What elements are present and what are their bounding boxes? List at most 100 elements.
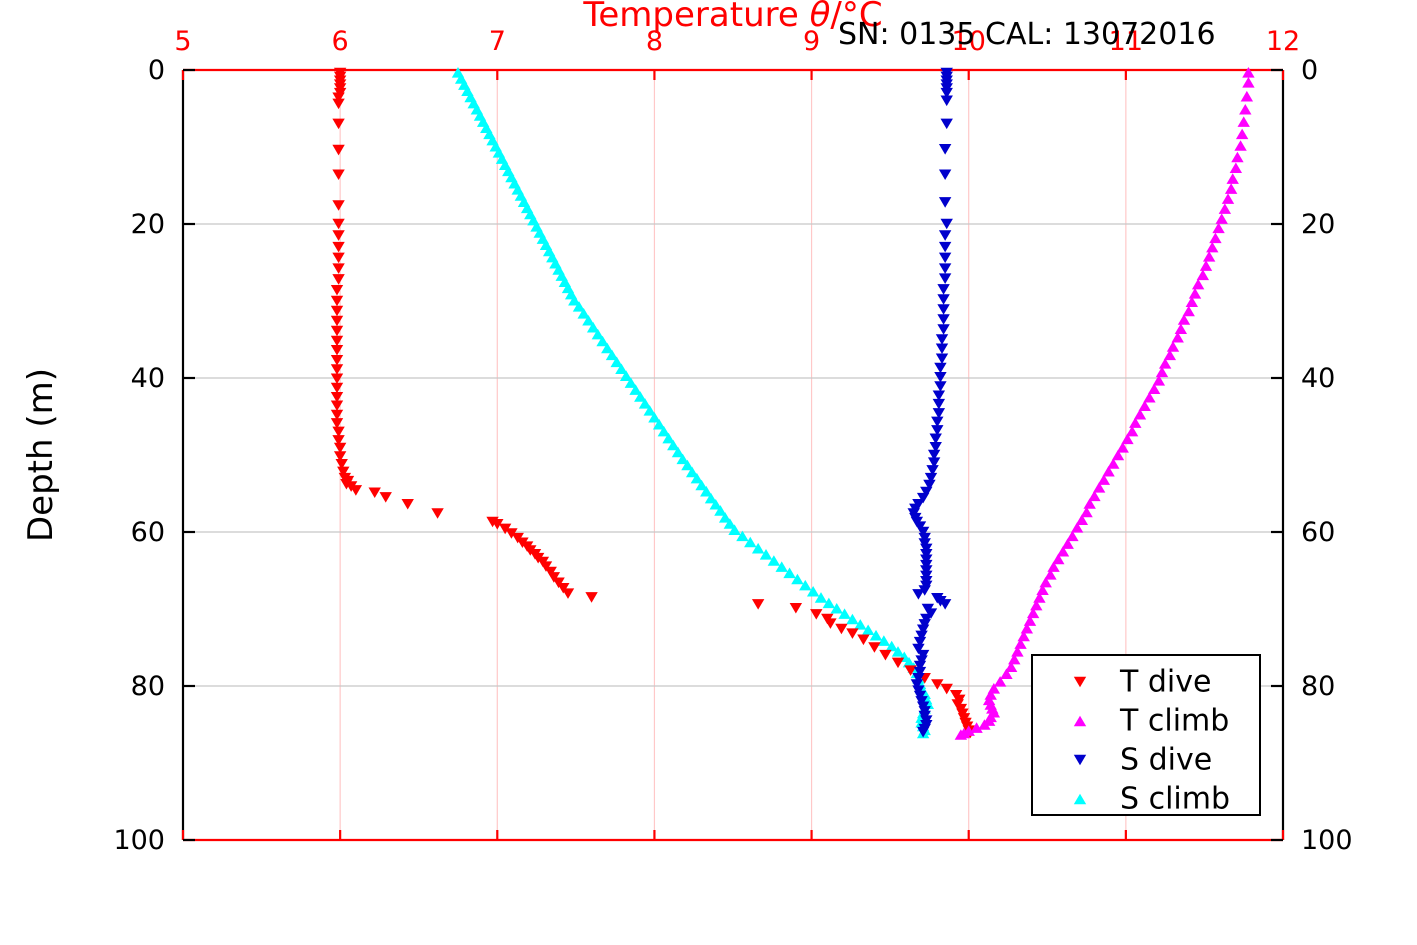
marker-s-dive [940,95,953,107]
marker-t-climb [1226,173,1239,184]
marker-s-dive [938,252,952,264]
marker-t-dive [557,582,570,594]
marker-s-climb [736,530,749,542]
y-tick-label-left: 80 [131,671,165,702]
legend-background [1031,654,1261,816]
marker-s-climb [629,384,642,395]
marker-t-climb [1242,67,1255,78]
marker-t-dive [904,665,917,676]
marker-t-climb [1209,232,1222,244]
marker-s-climb [643,405,656,416]
legend-marker-s-dive [1073,754,1087,766]
marker-t-dive [332,169,345,180]
marker-t-dive [330,382,344,394]
marker-s-dive [910,679,924,690]
marker-s-climb [854,619,867,630]
legend-label-s-climb[interactable]: S climb [1120,782,1230,817]
marker-t-dive [561,588,575,599]
legend-marker-t-climb [1073,715,1087,727]
marker-s-dive [937,304,950,315]
marker-s-dive [938,273,952,284]
y-tick-label-left: 40 [131,363,165,394]
marker-t-climb [1171,331,1184,343]
marker-t-climb [1092,482,1106,493]
marker-s-climb [714,505,727,516]
marker-t-climb [1107,458,1120,469]
marker-t-dive [330,409,344,421]
marker-t-climb [1052,553,1065,565]
marker-t-climb [984,689,997,700]
marker-s-dive [935,353,949,365]
y-tick-label-left: 100 [113,825,165,856]
marker-t-dive [431,508,444,519]
marker-t-dive [335,458,348,470]
axes-spines [181,68,1285,842]
marker-s-dive [938,197,952,208]
legend-label-s-dive[interactable]: S dive [1120,743,1212,778]
marker-s-dive [920,543,933,555]
marker-s-climb [582,314,595,326]
marker-s-dive [932,390,946,401]
marker-s-climb [891,646,905,657]
marker-s-climb [822,597,836,609]
legend-marker-s-climb [1073,793,1087,805]
y-axis-tick-labels-left: 0 20 40 60 80 100 [113,55,165,856]
marker-t-climb [1235,128,1249,140]
x-tick-label: 8 [646,26,663,57]
y-axis-title: Depth (m) [21,368,61,542]
marker-t-dive [332,230,345,241]
legend-label-t-climb[interactable]: T climb [1119,704,1229,739]
y-tick-label-right: 0 [1301,55,1318,86]
marker-t-climb [1097,474,1111,485]
marker-s-climb [902,656,916,668]
marker-s-dive [920,613,933,625]
marker-t-dive [835,623,848,635]
marker-s-climb [709,499,722,510]
marker-s-climb [652,418,666,430]
marker-t-climb [1083,498,1096,509]
marker-t-climb [1070,522,1084,533]
marker-s-dive [931,425,944,436]
y-tick-label-right: 60 [1301,517,1335,548]
marker-t-dive [891,657,905,669]
marker-t-climb [1174,323,1188,334]
marker-t-climb [1129,417,1142,428]
marker-t-climb [1166,341,1180,352]
marker-s-climb [885,640,898,652]
marker-t-climb [1239,104,1252,115]
marker-s-climb [577,308,590,319]
marker-t-climb [1215,213,1228,224]
y-tick-label-right: 20 [1301,209,1335,240]
marker-s-dive [916,624,930,636]
marker-s-dive [926,465,939,476]
marker-s-dive [924,472,938,484]
marker-t-climb [1121,433,1134,445]
x-tick-label: 12 [1266,26,1300,57]
marker-s-dive [915,655,928,666]
marker-s-dive [912,643,925,655]
marker-t-climb [1143,391,1156,403]
marker-t-dive [330,400,344,411]
marker-s-climb [681,459,694,471]
legend-label-t-dive[interactable]: T dive [1119,665,1211,700]
marker-t-dive [332,200,345,211]
marker-s-dive [935,334,949,345]
marker-s-climb [657,425,671,437]
marker-t-climb [1036,584,1049,596]
marker-t-dive [547,572,561,583]
marker-t-climb [982,694,996,706]
x-tick-label: 11 [1109,26,1143,57]
marker-s-dive [918,532,931,544]
marker-t-dive [330,345,344,356]
marker-s-climb [596,335,609,347]
marker-s-dive [934,381,947,392]
marker-t-climb [1212,222,1225,234]
marker-t-dive [330,391,344,403]
legend-entries[interactable]: T dive T climb S dive S climb [1073,665,1230,817]
marker-s-dive [935,343,949,355]
marker-t-climb [1206,241,1219,253]
marker-s-dive [918,538,931,549]
marker-s-dive [912,685,925,696]
marker-t-dive [544,566,557,578]
chart-legend[interactable]: T dive T climb S dive S climb [1031,654,1261,817]
